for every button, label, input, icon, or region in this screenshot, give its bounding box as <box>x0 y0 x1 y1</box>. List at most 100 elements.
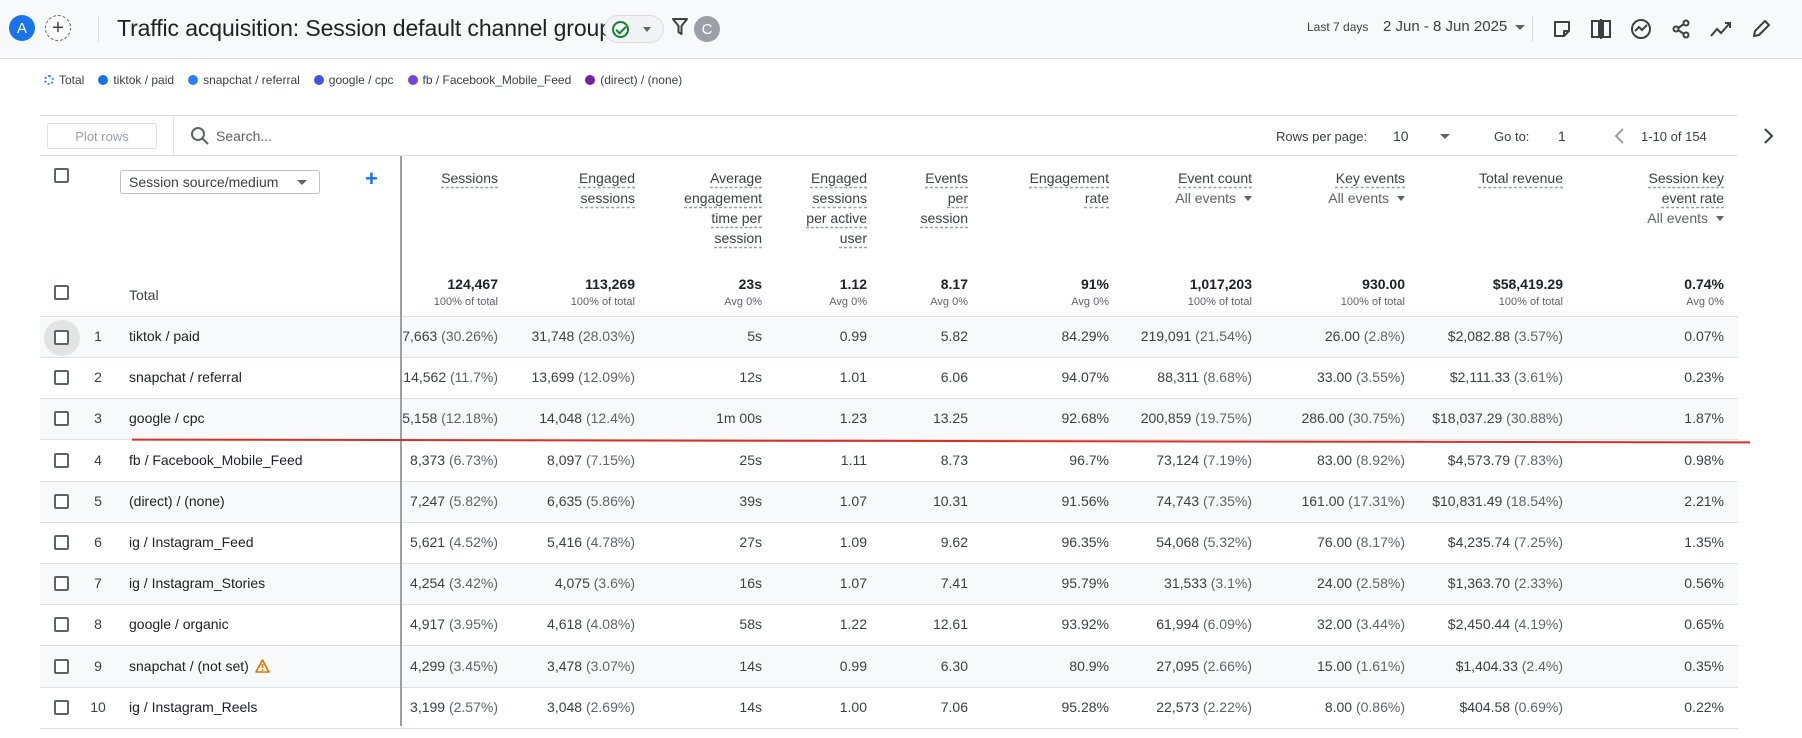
table-row[interactable]: 8 google / organic 4,917 (3.95%) 4,618 (4.0… <box>40 605 1738 647</box>
dimension-select[interactable]: Session source/medium <box>120 170 320 194</box>
trend-icon[interactable] <box>1707 15 1735 43</box>
event-filter-dropdown[interactable]: All events <box>1175 188 1252 208</box>
row-checkbox[interactable] <box>54 617 69 633</box>
plot-rows-button[interactable]: Plot rows <box>47 123 157 149</box>
metric-header[interactable]: Key events All events <box>1328 168 1405 208</box>
row-dimension[interactable]: snapchat / referral <box>129 369 242 385</box>
cell-value: 91.56% <box>1061 492 1109 509</box>
search-input[interactable] <box>216 123 616 149</box>
warning-icon[interactable] <box>255 658 270 673</box>
date-range-value[interactable]: 2 Jun - 8 Jun 2025 <box>1383 18 1508 35</box>
row-cell: 95.28% <box>1062 699 1109 715</box>
report-status-dropdown[interactable] <box>604 15 664 43</box>
legend-item[interactable]: tiktok / paid <box>98 73 174 87</box>
goto-page-input[interactable]: 1 <box>1558 128 1566 144</box>
row-dimension[interactable]: snapchat / (not set) <box>129 658 270 674</box>
compare-icon[interactable] <box>1587 15 1615 43</box>
row-dimension[interactable]: ig / Instagram_Feed <box>129 534 254 550</box>
row-checkbox[interactable] <box>54 370 69 386</box>
row-checkbox[interactable] <box>54 699 69 715</box>
metric-header[interactable]: Total revenue <box>1479 168 1563 188</box>
row-cell: 93.92% <box>1062 616 1109 632</box>
metric-header[interactable]: Events per session <box>921 168 968 228</box>
date-range-chevron-icon[interactable] <box>1515 25 1525 30</box>
row-checkbox[interactable] <box>54 576 69 592</box>
cell-value: 94.07% <box>1061 369 1109 386</box>
row-cell: 5.82 <box>941 328 968 344</box>
total-value: 124,467 <box>447 276 498 292</box>
rows-per-page-select[interactable]: 10 <box>1393 128 1409 144</box>
cell-value: 4,618 <box>547 616 583 633</box>
row-index: 4 <box>94 451 102 468</box>
add-dimension-button[interactable]: + <box>365 166 378 191</box>
total-cell: 1,017,203 100% of total <box>1188 275 1252 311</box>
metric-header[interactable]: Engagement rate <box>1030 168 1109 208</box>
row-checkbox[interactable] <box>54 411 69 427</box>
row-dimension[interactable]: (direct) / (none) <box>129 493 225 509</box>
row-dimension[interactable]: google / organic <box>129 616 229 632</box>
metric-header[interactable]: Engaged sessions per active user <box>806 168 867 248</box>
add-comparison-icon[interactable]: + <box>45 15 71 41</box>
table-row[interactable]: 3 google / cpc 15,158 (12.18%) 14,048 (12.4… <box>40 399 1738 441</box>
sessions-cell-clip: 5,621 (4.52%) <box>402 523 542 563</box>
legend-dot-icon <box>44 75 54 85</box>
total-checkbox[interactable] <box>54 285 69 300</box>
share-notes-icon[interactable] <box>1548 15 1576 43</box>
total-subvalue: Avg 0% <box>724 296 762 308</box>
insights-icon[interactable] <box>1627 15 1655 43</box>
table-row[interactable]: 2 snapchat / referral 14,562 (11.7%) 13,699… <box>40 358 1738 400</box>
metric-header-label: Event count <box>1178 170 1252 186</box>
cell-percent: (7.25%) <box>1510 534 1563 550</box>
legend-item[interactable]: fb / Facebook_Mobile_Feed <box>407 73 572 87</box>
metric-header[interactable]: Sessions <box>441 168 498 188</box>
goto-label: Go to: <box>1494 129 1530 144</box>
metric-header[interactable]: Average engagement time per session <box>684 168 762 248</box>
chevron-down-icon[interactable] <box>1440 134 1450 139</box>
row-cell: 8.00 (0.86%) <box>1325 699 1405 715</box>
filter-icon[interactable] <box>672 18 688 36</box>
table-row[interactable]: 4 fb / Facebook_Mobile_Feed 8,373 (6.73%) 8… <box>40 441 1738 482</box>
share-icon[interactable] <box>1667 15 1695 43</box>
legend-label: fb / Facebook_Mobile_Feed <box>422 73 572 87</box>
row-dimension[interactable]: ig / Instagram_Reels <box>129 699 257 715</box>
row-checkbox[interactable] <box>54 535 69 550</box>
row-dimension[interactable]: tiktok / paid <box>129 328 200 344</box>
metric-header[interactable]: Session key event rate All events <box>1647 168 1724 228</box>
metric-header[interactable]: Engaged sessions <box>579 168 635 208</box>
row-checkbox[interactable] <box>54 493 69 509</box>
legend-item[interactable]: (direct) / (none) <box>585 73 682 87</box>
chevron-right-icon[interactable] <box>1758 126 1778 146</box>
row-checkbox[interactable] <box>54 330 69 345</box>
row-dimension[interactable]: google / cpc <box>129 410 205 426</box>
event-filter-label: All events <box>1175 190 1236 206</box>
select-all-checkbox[interactable] <box>54 168 69 183</box>
legend-item[interactable]: Total <box>44 73 84 87</box>
row-checkbox[interactable] <box>54 658 69 674</box>
table-row[interactable]: 5 (direct) / (none) 7,247 (5.82%) 6,635 (5.… <box>40 481 1738 523</box>
comparison-avatar-a[interactable]: A <box>9 15 35 41</box>
row-cell: 84.29% <box>1062 328 1109 344</box>
cell-value: 1m 00s <box>716 410 762 427</box>
edit-icon[interactable] <box>1747 15 1775 43</box>
row-cell: 4,254 (3.42%) <box>410 575 498 591</box>
legend-item[interactable]: google / cpc <box>313 73 394 87</box>
row-cell: 26.00 (2.8%) <box>1325 328 1405 344</box>
event-filter-dropdown[interactable]: All events <box>1328 188 1405 208</box>
table-row[interactable]: 6 ig / Instagram_Feed 5,621 (4.52%) 5,416 (… <box>40 523 1738 564</box>
row-cell: 4,075 (3.6%) <box>555 575 635 591</box>
chevron-left-icon[interactable] <box>1610 126 1630 146</box>
cell-percent: (28.03%) <box>574 328 635 344</box>
table-row[interactable]: 1 tiktok / paid 37,663 (30.26%) 31,748 (28.… <box>40 317 1738 358</box>
legend-item[interactable]: snapchat / referral <box>188 73 300 87</box>
metric-header[interactable]: Event count All events <box>1175 168 1252 208</box>
table-row[interactable]: 7 ig / Instagram_Stories 4,254 (3.42%) 4,07… <box>40 564 1738 606</box>
cell-value: 76.00 <box>1317 534 1353 550</box>
event-filter-dropdown[interactable]: All events <box>1647 208 1724 228</box>
row-dimension[interactable]: ig / Instagram_Stories <box>129 575 265 591</box>
row-dimension[interactable]: fb / Facebook_Mobile_Feed <box>129 452 303 468</box>
comparison-avatar-c[interactable]: C <box>694 16 720 42</box>
table-row[interactable]: 10 ig / Instagram_Reels 3,199 (2.57%) 3,048… <box>40 688 1738 729</box>
table-row[interactable]: 9 snapchat / (not set) 4,299 (3.45%) 3,478 … <box>40 646 1738 688</box>
cell-percent: (17.31%) <box>1344 492 1405 509</box>
row-checkbox[interactable] <box>54 452 69 468</box>
